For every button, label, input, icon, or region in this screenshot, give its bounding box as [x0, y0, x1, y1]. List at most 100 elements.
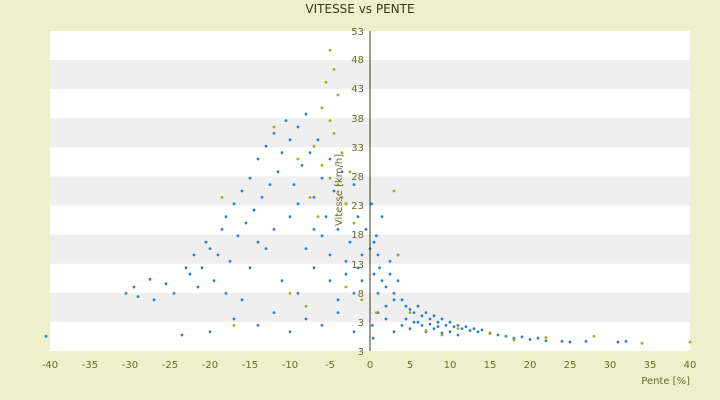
scatter-point [328, 279, 332, 282]
scatter-point [504, 334, 508, 338]
scatter-point [188, 272, 192, 276]
scatter-point [320, 324, 324, 327]
scatter-point [204, 240, 208, 244]
scatter-point [412, 320, 416, 324]
scatter-point [228, 260, 232, 263]
scatter-point [464, 325, 468, 329]
y-tick-label: 38 [351, 114, 364, 125]
scatter-point [288, 292, 292, 295]
scatter-point [348, 170, 352, 174]
scatter-point [332, 68, 336, 71]
scatter-point [308, 196, 312, 199]
scatter-point [248, 176, 252, 180]
x-tick-labels: -40 -35 -30 -25 -20 -15 -10 -5 0 5 10 15 20 25 30 35 40 [42, 360, 697, 371]
scatter-point [356, 266, 360, 270]
scatter-point [200, 266, 204, 270]
scatter-point [512, 336, 516, 340]
scatter-point [456, 327, 460, 330]
scatter-point [544, 339, 548, 343]
scatter-point [184, 266, 188, 270]
scatter-point [320, 106, 324, 110]
scatter-point [432, 314, 436, 318]
scatter-point [344, 260, 348, 263]
y-tick-label: 23 [351, 201, 364, 212]
scatter-point [300, 164, 304, 167]
scatter-point [296, 292, 300, 295]
scatter-point [232, 317, 236, 321]
scatter-point [424, 329, 428, 332]
scatter-point [452, 325, 456, 329]
scatter-point [392, 330, 396, 334]
x-tick-label: 25 [564, 360, 577, 371]
scatter-point [372, 272, 376, 276]
scatter-point [288, 138, 292, 142]
scatter-point [216, 253, 220, 257]
scatter-point [296, 157, 300, 161]
scatter-point [440, 333, 444, 337]
scatter-point [248, 266, 252, 270]
scatter-point [240, 189, 244, 193]
scatter-point [460, 327, 464, 330]
scatter-point [232, 324, 236, 327]
scatter-point [44, 334, 48, 338]
scatter-point [584, 340, 588, 343]
scatter-point [328, 119, 332, 122]
scatter-point [272, 125, 276, 129]
scatter-point [432, 327, 436, 330]
scatter-point [480, 328, 484, 332]
scatter-point [536, 336, 540, 340]
scatter-point [375, 234, 378, 238]
scatter-point [256, 157, 260, 161]
scatter-point [196, 285, 200, 289]
scatter-point [320, 234, 324, 238]
y-tick-label: 53 [351, 27, 364, 38]
scatter-point [304, 112, 308, 116]
scatter-point [428, 317, 432, 321]
scatter-point [208, 247, 212, 251]
scatter-point [152, 298, 156, 302]
scatter-point [364, 228, 368, 231]
scatter-point [240, 298, 244, 302]
scatter-point [378, 266, 381, 270]
scatter-point [312, 144, 316, 148]
scatter-point [392, 298, 396, 302]
scatter-point [440, 331, 444, 335]
y-tick-label: 33 [351, 143, 364, 154]
y-tick-label: 18 [351, 230, 364, 241]
x-axis-title: Pente [%] [641, 376, 690, 387]
scatter-point [268, 183, 272, 187]
scatter-point [396, 279, 400, 282]
scatter-point [416, 320, 420, 324]
scatter-point [472, 327, 476, 330]
scatter-point [592, 334, 596, 338]
scatter-point [420, 324, 424, 327]
scatter-point [408, 308, 412, 311]
scatter-point [376, 292, 380, 295]
y-tick-label: 3 [358, 318, 364, 329]
x-tick-label: 5 [407, 360, 413, 371]
scatter-point [208, 330, 212, 334]
scatter-point [396, 253, 400, 257]
scatter-point [288, 330, 292, 334]
scatter-point [371, 324, 374, 327]
scatter-point [360, 298, 364, 302]
scatter-point [172, 292, 176, 295]
x-tick-label: 30 [604, 360, 617, 371]
scatter-point [408, 327, 412, 330]
x-tick-label: -20 [202, 360, 218, 371]
scatter-point [380, 215, 384, 219]
x-tick-label: 35 [644, 360, 657, 371]
scatter-point [332, 132, 336, 135]
scatter-point [336, 228, 340, 231]
scatter-point [280, 151, 284, 155]
scatter-point [456, 324, 460, 327]
scatter-point [136, 295, 140, 298]
scatter-point [328, 176, 332, 180]
scatter-point [352, 183, 356, 187]
scatter-point [332, 189, 336, 193]
scatter-point [544, 336, 548, 339]
y-tick-label: 13 [351, 260, 364, 271]
scatter-point [312, 266, 316, 270]
